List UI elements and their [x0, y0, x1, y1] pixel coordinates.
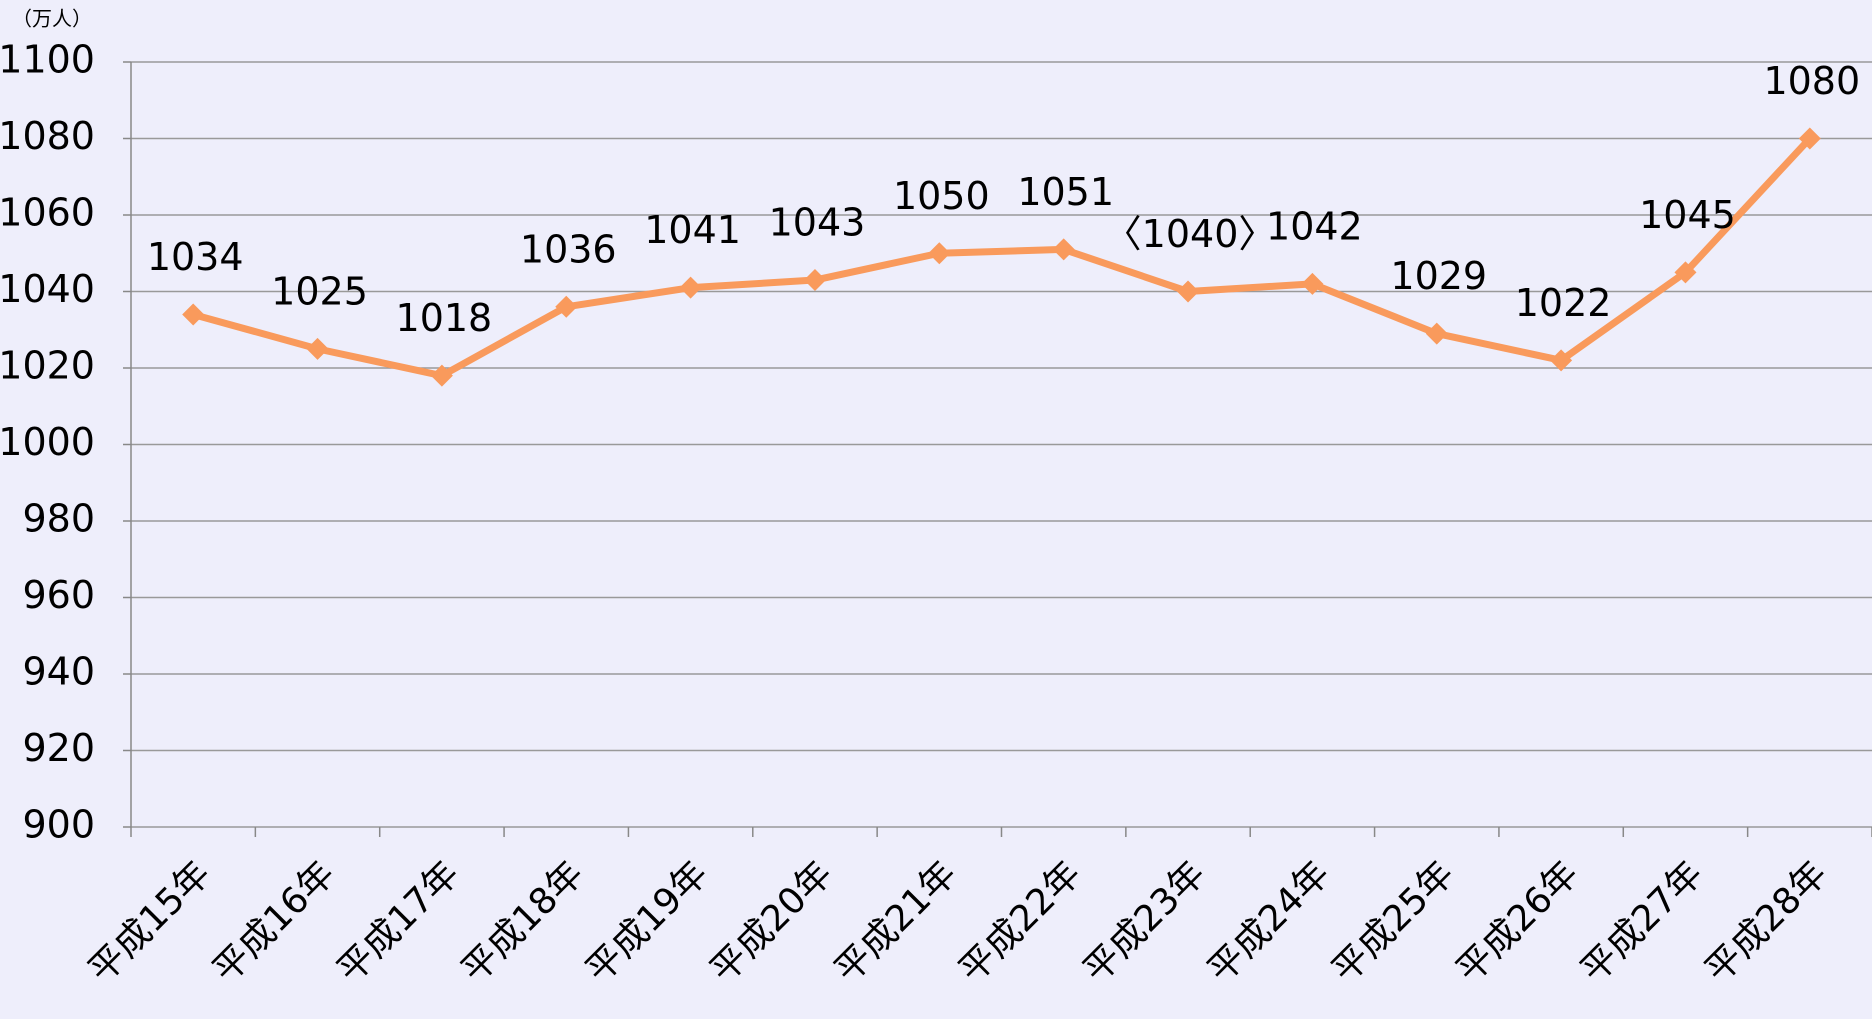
- y-tick-label: 1000: [0, 420, 95, 464]
- marker: [430, 364, 453, 387]
- y-tick-label: 920: [22, 726, 95, 770]
- data-label: 1036: [520, 227, 617, 271]
- data-label: 1042: [1266, 204, 1363, 248]
- marker: [1425, 322, 1448, 345]
- y-tick-label: 1060: [0, 191, 95, 235]
- data-label: 1043: [769, 201, 866, 245]
- y-tick-label: 980: [22, 497, 95, 541]
- marker: [1052, 238, 1075, 261]
- marker: [679, 276, 702, 299]
- y-tick-label: 960: [22, 573, 95, 617]
- y-tick-label: 1020: [0, 344, 95, 388]
- marker: [1301, 272, 1324, 295]
- y-tick-label: 1040: [0, 267, 95, 311]
- marker: [1798, 127, 1821, 150]
- data-label: 1025: [271, 269, 368, 313]
- y-tick-label: 1100: [0, 38, 95, 82]
- data-label: 1029: [1390, 254, 1487, 298]
- marker: [182, 303, 205, 326]
- marker: [555, 295, 578, 318]
- data-label: 1050: [893, 174, 990, 218]
- data-label: 1034: [147, 235, 244, 279]
- y-tick-label: 900: [22, 803, 95, 847]
- data-label: 1018: [396, 296, 493, 340]
- marker: [1674, 261, 1697, 284]
- marker: [306, 337, 329, 360]
- y-axis-unit: （万人）: [12, 7, 92, 31]
- y-tick-label: 1080: [0, 114, 95, 158]
- data-label: 1051: [1017, 170, 1114, 214]
- data-label: 1041: [644, 208, 741, 252]
- data-label: 1080: [1763, 59, 1860, 103]
- data-line: [192, 136, 1813, 380]
- marker: [1177, 280, 1200, 303]
- marker: [803, 269, 826, 292]
- data-label: 〈1040〉: [1104, 212, 1277, 256]
- marker: [1550, 349, 1573, 372]
- data-label: 1045: [1639, 193, 1736, 237]
- data-label: 1022: [1515, 281, 1612, 325]
- marker: [928, 242, 951, 265]
- y-tick-label: 940: [22, 650, 95, 694]
